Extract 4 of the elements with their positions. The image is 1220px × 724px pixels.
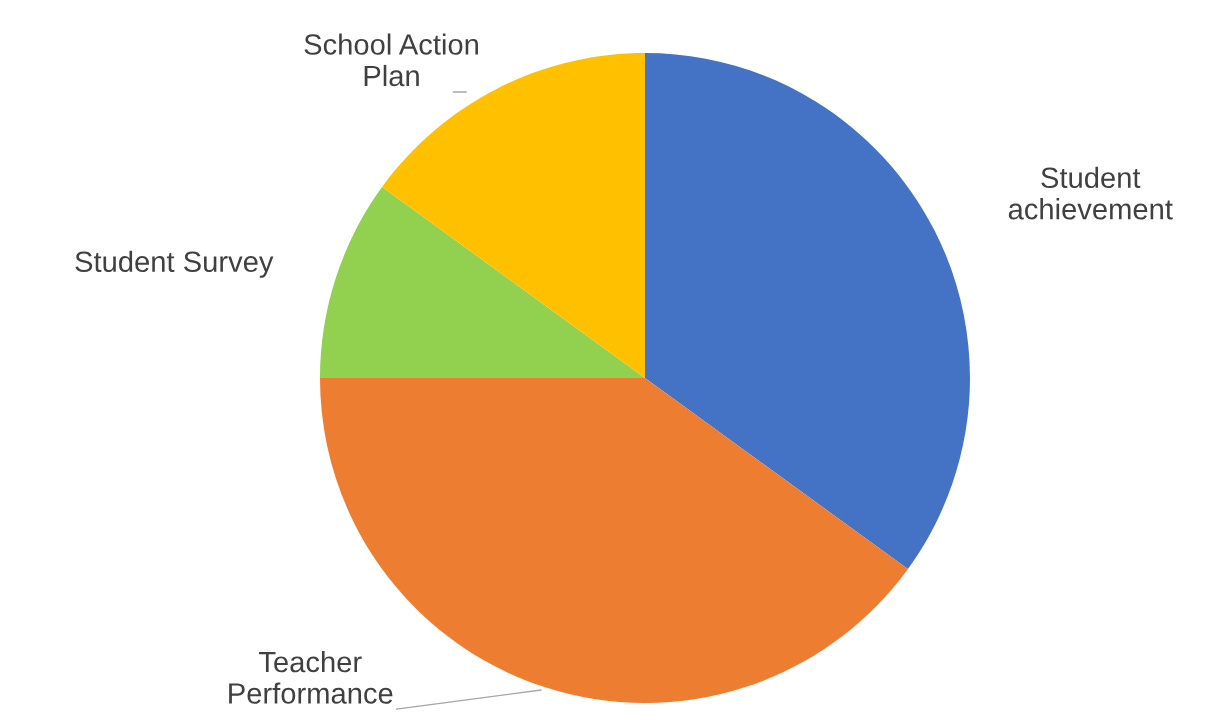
slice-label: Student achievement	[1008, 166, 1173, 220]
slice-label: Teacher Performance	[229, 650, 393, 704]
slice-label: School Action Plan	[304, 33, 478, 87]
slice-label: Student Survey	[75, 250, 274, 278]
